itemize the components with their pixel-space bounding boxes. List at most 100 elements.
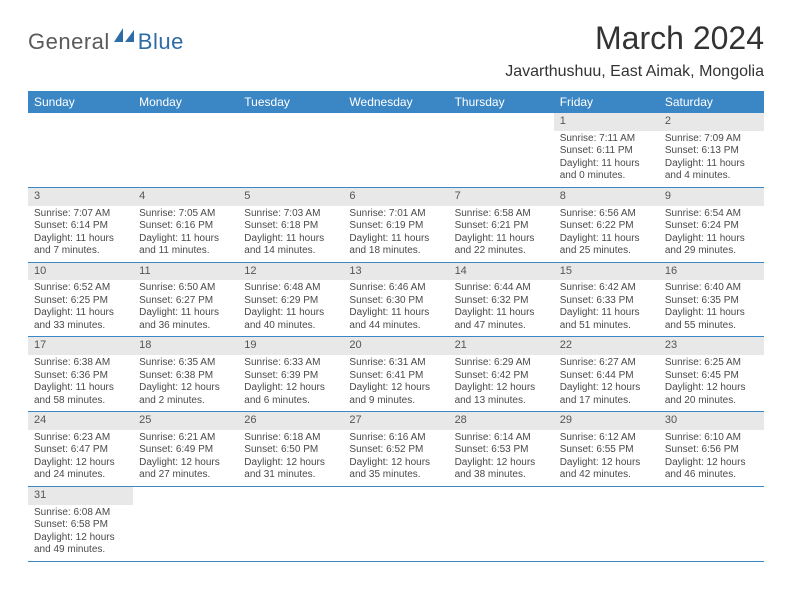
sunset-text: Sunset: 6:55 PM xyxy=(560,444,653,457)
sunset-text: Sunset: 6:13 PM xyxy=(665,145,758,158)
weekday-header: Thursday xyxy=(449,91,554,113)
sunrise-text: Sunrise: 6:12 AM xyxy=(560,432,653,445)
day-detail-cell: Sunrise: 6:33 AMSunset: 6:39 PMDaylight:… xyxy=(238,355,343,412)
sunset-text: Sunset: 6:53 PM xyxy=(455,444,548,457)
sunrise-text: Sunrise: 7:05 AM xyxy=(139,208,232,221)
sunset-text: Sunset: 6:21 PM xyxy=(455,220,548,233)
weekday-header: Saturday xyxy=(659,91,764,113)
day-number-cell: 30 xyxy=(659,412,764,430)
daylight-text: Daylight: 11 hours and 25 minutes. xyxy=(560,233,653,258)
sunrise-text: Sunrise: 6:56 AM xyxy=(560,208,653,221)
sunrise-text: Sunrise: 6:50 AM xyxy=(139,282,232,295)
sunset-text: Sunset: 6:50 PM xyxy=(244,444,337,457)
day-detail-cell: Sunrise: 7:03 AMSunset: 6:18 PMDaylight:… xyxy=(238,206,343,263)
day-number-cell xyxy=(28,113,133,131)
sunset-text: Sunset: 6:35 PM xyxy=(665,295,758,308)
day-detail-cell: Sunrise: 6:58 AMSunset: 6:21 PMDaylight:… xyxy=(449,206,554,263)
calendar-table: SundayMondayTuesdayWednesdayThursdayFrid… xyxy=(28,91,764,562)
daylight-text: Daylight: 12 hours and 24 minutes. xyxy=(34,457,127,482)
sunrise-text: Sunrise: 6:21 AM xyxy=(139,432,232,445)
sunrise-text: Sunrise: 7:01 AM xyxy=(349,208,442,221)
day-detail-cell: Sunrise: 6:40 AMSunset: 6:35 PMDaylight:… xyxy=(659,280,764,337)
logo-text-general: General xyxy=(28,29,110,55)
day-detail-cell: Sunrise: 6:12 AMSunset: 6:55 PMDaylight:… xyxy=(554,430,659,487)
sunset-text: Sunset: 6:16 PM xyxy=(139,220,232,233)
daylight-text: Daylight: 11 hours and 14 minutes. xyxy=(244,233,337,258)
detail-row: Sunrise: 6:08 AMSunset: 6:58 PMDaylight:… xyxy=(28,505,764,562)
day-number-cell: 1 xyxy=(554,113,659,131)
day-detail-cell: Sunrise: 6:50 AMSunset: 6:27 PMDaylight:… xyxy=(133,280,238,337)
day-detail-cell xyxy=(449,131,554,188)
day-number-cell: 15 xyxy=(554,262,659,280)
sunset-text: Sunset: 6:44 PM xyxy=(560,370,653,383)
sunrise-text: Sunrise: 6:29 AM xyxy=(455,357,548,370)
day-number-cell: 28 xyxy=(449,412,554,430)
sunset-text: Sunset: 6:33 PM xyxy=(560,295,653,308)
daylight-text: Daylight: 12 hours and 13 minutes. xyxy=(455,382,548,407)
day-detail-cell: Sunrise: 6:46 AMSunset: 6:30 PMDaylight:… xyxy=(343,280,448,337)
daynum-row: 24252627282930 xyxy=(28,412,764,430)
day-number-cell: 26 xyxy=(238,412,343,430)
daynum-row: 31 xyxy=(28,486,764,504)
sunset-text: Sunset: 6:36 PM xyxy=(34,370,127,383)
sunrise-text: Sunrise: 6:40 AM xyxy=(665,282,758,295)
daylight-text: Daylight: 11 hours and 29 minutes. xyxy=(665,233,758,258)
calendar-body: 12Sunrise: 7:11 AMSunset: 6:11 PMDayligh… xyxy=(28,113,764,561)
location-subtitle: Javarthushuu, East Aimak, Mongolia xyxy=(505,63,764,81)
day-number-cell: 2 xyxy=(659,113,764,131)
sunrise-text: Sunrise: 6:44 AM xyxy=(455,282,548,295)
sunset-text: Sunset: 6:32 PM xyxy=(455,295,548,308)
day-number-cell xyxy=(449,113,554,131)
sunset-text: Sunset: 6:39 PM xyxy=(244,370,337,383)
daylight-text: Daylight: 12 hours and 46 minutes. xyxy=(665,457,758,482)
daylight-text: Daylight: 12 hours and 27 minutes. xyxy=(139,457,232,482)
sunrise-text: Sunrise: 6:58 AM xyxy=(455,208,548,221)
day-detail-cell: Sunrise: 6:27 AMSunset: 6:44 PMDaylight:… xyxy=(554,355,659,412)
day-detail-cell: Sunrise: 7:01 AMSunset: 6:19 PMDaylight:… xyxy=(343,206,448,263)
detail-row: Sunrise: 6:23 AMSunset: 6:47 PMDaylight:… xyxy=(28,430,764,487)
sunset-text: Sunset: 6:41 PM xyxy=(349,370,442,383)
day-detail-cell: Sunrise: 6:10 AMSunset: 6:56 PMDaylight:… xyxy=(659,430,764,487)
day-detail-cell: Sunrise: 7:07 AMSunset: 6:14 PMDaylight:… xyxy=(28,206,133,263)
detail-row: Sunrise: 6:38 AMSunset: 6:36 PMDaylight:… xyxy=(28,355,764,412)
day-detail-cell: Sunrise: 6:16 AMSunset: 6:52 PMDaylight:… xyxy=(343,430,448,487)
day-number-cell xyxy=(343,486,448,504)
day-detail-cell xyxy=(343,505,448,562)
day-number-cell: 17 xyxy=(28,337,133,355)
day-detail-cell: Sunrise: 6:08 AMSunset: 6:58 PMDaylight:… xyxy=(28,505,133,562)
weekday-header: Tuesday xyxy=(238,91,343,113)
logo-sail-icon xyxy=(114,28,136,49)
day-detail-cell xyxy=(659,505,764,562)
daylight-text: Daylight: 12 hours and 9 minutes. xyxy=(349,382,442,407)
sunrise-text: Sunrise: 6:52 AM xyxy=(34,282,127,295)
sunset-text: Sunset: 6:14 PM xyxy=(34,220,127,233)
day-number-cell: 14 xyxy=(449,262,554,280)
daylight-text: Daylight: 11 hours and 36 minutes. xyxy=(139,307,232,332)
day-detail-cell: Sunrise: 6:29 AMSunset: 6:42 PMDaylight:… xyxy=(449,355,554,412)
daynum-row: 3456789 xyxy=(28,187,764,205)
sunrise-text: Sunrise: 6:54 AM xyxy=(665,208,758,221)
daylight-text: Daylight: 11 hours and 51 minutes. xyxy=(560,307,653,332)
sunset-text: Sunset: 6:45 PM xyxy=(665,370,758,383)
day-detail-cell: Sunrise: 6:56 AMSunset: 6:22 PMDaylight:… xyxy=(554,206,659,263)
daynum-row: 10111213141516 xyxy=(28,262,764,280)
weekday-header: Sunday xyxy=(28,91,133,113)
sunrise-text: Sunrise: 6:46 AM xyxy=(349,282,442,295)
sunrise-text: Sunrise: 6:08 AM xyxy=(34,507,127,520)
sunset-text: Sunset: 6:19 PM xyxy=(349,220,442,233)
daylight-text: Daylight: 12 hours and 20 minutes. xyxy=(665,382,758,407)
sunset-text: Sunset: 6:11 PM xyxy=(560,145,653,158)
sunset-text: Sunset: 6:49 PM xyxy=(139,444,232,457)
sunrise-text: Sunrise: 7:11 AM xyxy=(560,133,653,146)
sunset-text: Sunset: 6:58 PM xyxy=(34,519,127,532)
day-number-cell xyxy=(133,486,238,504)
day-number-cell xyxy=(659,486,764,504)
daylight-text: Daylight: 11 hours and 40 minutes. xyxy=(244,307,337,332)
daylight-text: Daylight: 12 hours and 35 minutes. xyxy=(349,457,442,482)
logo: General Blue xyxy=(28,28,184,55)
day-detail-cell: Sunrise: 6:44 AMSunset: 6:32 PMDaylight:… xyxy=(449,280,554,337)
day-number-cell: 19 xyxy=(238,337,343,355)
daylight-text: Daylight: 11 hours and 0 minutes. xyxy=(560,158,653,183)
day-detail-cell: Sunrise: 7:11 AMSunset: 6:11 PMDaylight:… xyxy=(554,131,659,188)
weekday-header: Wednesday xyxy=(343,91,448,113)
